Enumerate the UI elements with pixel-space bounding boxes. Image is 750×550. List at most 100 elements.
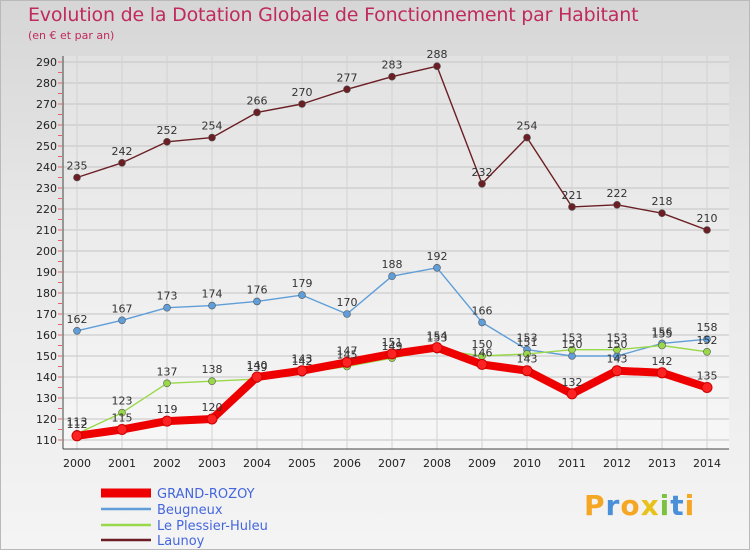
data-label: 150 — [562, 338, 583, 351]
legend-item: Le Plessier-Huleu — [101, 519, 268, 534]
logo-letter: r — [605, 489, 621, 522]
x-tick-label: 2004 — [243, 457, 271, 470]
series-grand-rozoy — [71, 342, 713, 442]
x-tick-label: 2009 — [468, 457, 496, 470]
logo-letter: t — [670, 489, 685, 522]
data-label: 166 — [472, 304, 493, 317]
data-label: 179 — [292, 277, 313, 290]
logo-letter: P — [584, 489, 606, 522]
y-tick-label: 230 — [36, 182, 57, 195]
data-label: 167 — [112, 302, 133, 315]
data-label: 142 — [292, 355, 313, 368]
data-label: 153 — [517, 332, 538, 345]
y-tick-label: 250 — [36, 140, 57, 153]
data-point — [658, 341, 666, 350]
logo-letter: i — [684, 489, 696, 522]
data-point — [208, 301, 216, 310]
y-tick-label: 180 — [36, 287, 57, 300]
data-point — [433, 263, 441, 272]
data-point — [296, 365, 308, 377]
data-label: 145 — [337, 349, 358, 362]
data-point — [433, 62, 441, 70]
data-labels: 235 242 252 254 266 270 277 283 288 232 254 221 222 2… — [67, 48, 718, 225]
data-label: 252 — [157, 124, 178, 137]
logo-letter: o — [620, 489, 641, 522]
data-point — [116, 424, 128, 435]
data-label: 288 — [427, 48, 448, 61]
data-point — [253, 297, 261, 306]
data-point — [343, 310, 351, 318]
x-tick-label: 2012 — [603, 457, 631, 470]
data-label: 270 — [292, 86, 313, 99]
data-point — [568, 345, 576, 354]
x-tick-label: 2010 — [513, 457, 541, 470]
data-label: 210 — [697, 212, 718, 225]
data-label: 192 — [427, 250, 448, 263]
data-label: 140 — [247, 359, 268, 372]
x-tick-label: 2002 — [153, 457, 181, 470]
data-point — [568, 203, 576, 211]
data-label: 143 — [607, 353, 628, 366]
plot-area — [63, 56, 729, 449]
data-point — [478, 180, 486, 188]
logo-letter: i — [659, 489, 671, 522]
data-label: 150 — [472, 338, 493, 351]
data-label: 150 — [607, 338, 628, 351]
data-label: 120 — [202, 401, 223, 414]
data-point — [73, 173, 81, 182]
y-tick-label: 130 — [36, 392, 57, 405]
data-label: 158 — [697, 321, 718, 334]
data-point — [253, 108, 261, 117]
y-tick-label: 260 — [36, 119, 57, 132]
x-tick-label: 2003 — [198, 457, 226, 470]
data-label: 153 — [607, 332, 628, 345]
data-label: 218 — [652, 195, 673, 208]
data-label: 174 — [202, 288, 223, 301]
data-point — [71, 430, 83, 442]
legend-item: Beugneux — [101, 503, 223, 518]
data-label: 232 — [472, 166, 493, 179]
data-point — [703, 347, 711, 356]
data-point — [523, 133, 531, 142]
data-point — [73, 326, 81, 335]
data-label: 137 — [157, 365, 178, 378]
data-point — [118, 316, 126, 325]
data-label: 143 — [517, 353, 538, 366]
data-point — [566, 388, 578, 400]
y-tick-label: 120 — [36, 413, 57, 426]
y-tick-label: 290 — [36, 56, 57, 69]
data-point — [431, 342, 443, 354]
data-point — [476, 358, 488, 370]
legend-label: Beugneux — [157, 503, 223, 518]
data-label: 146 — [472, 346, 493, 359]
data-point — [703, 335, 711, 344]
data-point — [161, 415, 173, 427]
data-label: 152 — [697, 334, 718, 347]
legend-label: Le Plessier-Huleu — [157, 519, 268, 534]
x-tick-label: 2000 — [63, 457, 91, 470]
y-tick-label: 220 — [36, 203, 57, 216]
legend-label: Launoy — [157, 534, 205, 549]
data-point — [611, 365, 623, 377]
x-tick-label: 2011 — [558, 457, 586, 470]
data-point — [298, 100, 306, 108]
y-tick-label: 280 — [36, 77, 57, 90]
y-tick-label: 170 — [36, 308, 57, 321]
axes: 110 120 130 140 150 160 170 180 190 200 210 220 230 2… — [36, 56, 729, 470]
data-point — [656, 367, 668, 379]
data-point — [163, 138, 171, 146]
legend-label: GRAND-ROZOY — [157, 487, 255, 502]
data-label: 221 — [562, 189, 583, 202]
data-label: 142 — [652, 355, 673, 368]
data-label: 188 — [382, 258, 403, 271]
data-point — [523, 350, 531, 358]
data-label: 242 — [112, 145, 133, 158]
data-point — [521, 365, 533, 377]
data-point — [478, 318, 486, 327]
legend-item: Launoy — [101, 534, 205, 549]
chart-subtitle: (en € et par an) — [28, 29, 115, 42]
data-label: 235 — [67, 160, 88, 173]
